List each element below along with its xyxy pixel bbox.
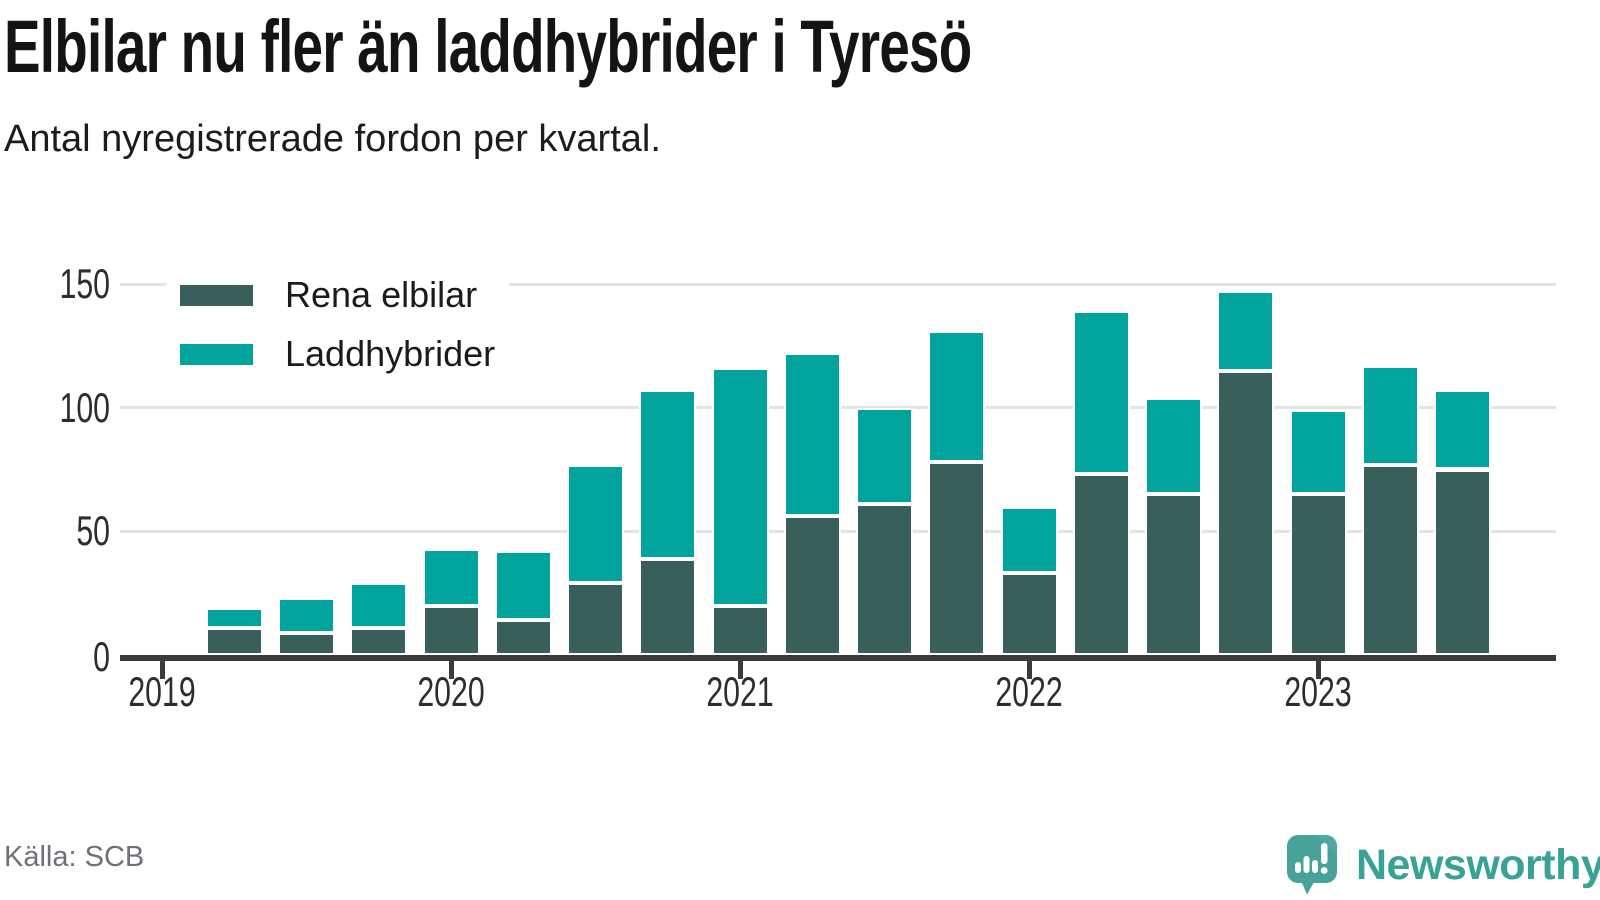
y-axis-label-100: 100	[59, 383, 110, 431]
bar-segment-elbilar-2021-Q1	[711, 605, 769, 655]
y-axis-label-0: 0	[93, 633, 110, 680]
bar-segment-elbilar-2019-Q2	[205, 627, 263, 655]
legend-item-laddhybrider: Laddhybrider	[180, 333, 495, 375]
gridline-150	[120, 282, 1556, 286]
bar-segment-laddhybrider-2023-Q2	[1361, 365, 1419, 465]
bar-segment-laddhybrider-2020-Q1	[422, 548, 480, 606]
y-axis-label-150: 150	[59, 260, 110, 307]
x-axis-line	[120, 655, 1556, 661]
bar-segment-laddhybrider-2019-Q2	[205, 608, 263, 628]
bar-segment-laddhybrider-2019-Q4	[350, 583, 408, 628]
x-axis-label-2022: 2022	[995, 668, 1063, 715]
bar-segment-laddhybrider-2022-Q2	[1072, 311, 1130, 475]
x-axis-label-2020: 2020	[417, 668, 485, 715]
bar-segment-elbilar-2022-Q1	[1000, 573, 1058, 655]
y-axis-label-50: 50	[76, 507, 110, 555]
newsworthy-brand-link[interactable]: Newsworthy	[1286, 834, 1600, 896]
bar-segment-elbilar-2022-Q4	[1217, 370, 1275, 655]
newsworthy-logo-icon	[1287, 835, 1337, 895]
bar-segment-laddhybrider-2020-Q2	[494, 551, 552, 621]
bar-segment-elbilar-2020-Q4	[639, 558, 697, 655]
bar-segment-laddhybrider-2022-Q4	[1217, 291, 1275, 371]
x-axis-tick-2022	[1026, 655, 1032, 679]
legend-label: Rena elbilar	[285, 274, 478, 315]
bar-segment-elbilar-2023-Q1	[1289, 494, 1347, 655]
bar-segment-elbilar-2021-Q3	[856, 504, 913, 655]
x-axis-label-2021: 2021	[706, 668, 774, 715]
x-axis-tick-2021	[737, 655, 743, 679]
bar-segment-elbilar-2019-Q3	[278, 632, 335, 655]
bar-segment-laddhybrider-2022-Q3	[1145, 397, 1202, 495]
bar-segment-elbilar-2020-Q3	[567, 583, 624, 655]
source-label: Källa: SCB	[4, 841, 145, 873]
bar-segment-elbilar-2023-Q2	[1361, 464, 1419, 655]
bar-segment-elbilar-2022-Q2	[1072, 474, 1130, 655]
chart-subtitle: Antal nyregistrerade fordon per kvartal.	[4, 118, 661, 160]
bar-segment-laddhybrider-2019-Q3	[278, 598, 335, 633]
bar-segment-elbilar-2021-Q4	[928, 462, 986, 655]
legend-item-rena-elbilar: Rena elbilar	[180, 274, 495, 316]
x-axis-tick-2020	[448, 655, 454, 679]
bar-segment-laddhybrider-2020-Q4	[639, 390, 697, 559]
chart-title: Elbilar nu fler än laddhybrider i Tyresö	[4, 5, 972, 88]
legend-swatch-rena-elbilar-icon	[180, 284, 253, 306]
bar-segment-laddhybrider-2021-Q1	[711, 368, 769, 606]
bar-segment-elbilar-2022-Q3	[1145, 494, 1202, 655]
bar-segment-elbilar-2020-Q2	[494, 620, 552, 655]
x-axis-label-2019: 2019	[128, 668, 196, 715]
x-axis-tick-2023	[1315, 655, 1321, 679]
bar-segment-laddhybrider-2023-Q1	[1289, 410, 1347, 495]
brand-name: Newsworthy	[1356, 840, 1600, 889]
bar-segment-laddhybrider-2022-Q1	[1000, 506, 1058, 574]
bar-segment-laddhybrider-2021-Q2	[783, 353, 841, 517]
bar-segment-laddhybrider-2021-Q4	[928, 330, 986, 463]
bar-segment-elbilar-2020-Q1	[422, 605, 480, 655]
bar-segment-elbilar-2019-Q4	[350, 627, 408, 655]
bar-segment-laddhybrider-2023-Q3	[1434, 390, 1491, 470]
bar-segment-elbilar-2021-Q2	[783, 516, 841, 655]
bar-segment-elbilar-2023-Q3	[1434, 469, 1491, 655]
x-axis-tick-2019	[159, 655, 165, 679]
bar-segment-laddhybrider-2021-Q3	[856, 407, 913, 505]
chart-legend: Rena elbilar Laddhybrider	[166, 266, 510, 385]
legend-label: Laddhybrider	[285, 333, 496, 374]
legend-swatch-laddhybrider-icon	[180, 343, 253, 365]
bar-segment-laddhybrider-2020-Q3	[567, 464, 624, 584]
x-axis-label-2023: 2023	[1284, 668, 1352, 715]
